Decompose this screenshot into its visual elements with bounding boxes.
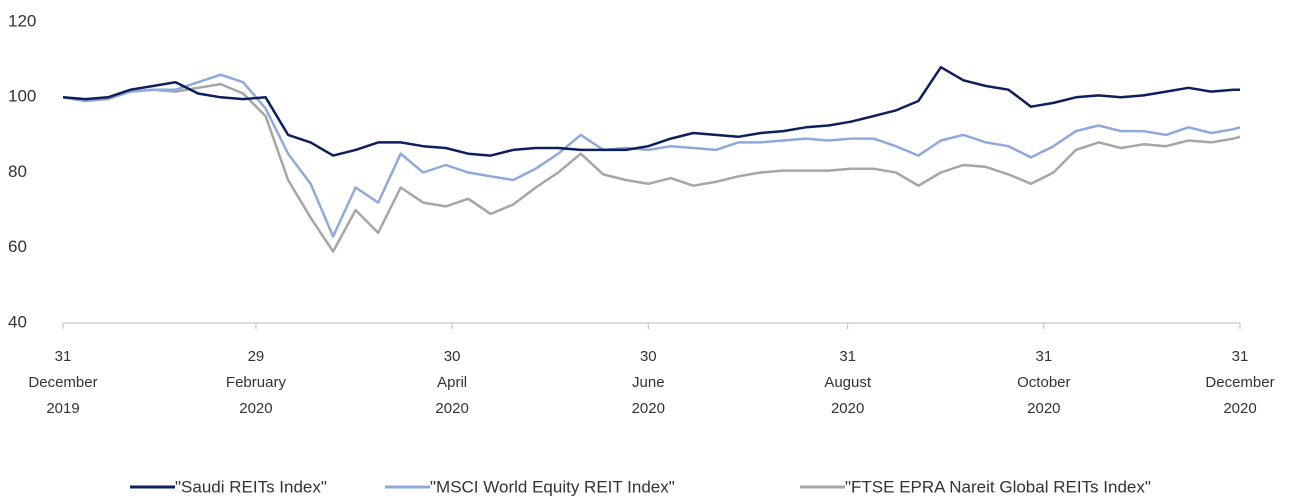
x-tick-label: 30 June 2020 [632,348,665,417]
y-tick-label: 60 [8,237,27,256]
x-tick-label: 31 August 2020 [824,348,872,417]
series-line [62,73,1241,238]
x-tick-label: 30 April 2020 [435,348,468,417]
y-tick-label: 80 [8,162,27,181]
x-tick-label: 31 October 2020 [1017,348,1070,417]
legend-label: "MSCI World Equity REIT Index" [430,477,675,496]
x-tick-label: 31 December 2020 [1205,348,1274,417]
legend-label: "Saudi REITs Index" [175,477,327,496]
legend-label: "FTSE EPRA Nareit Global REITs Index" [845,477,1151,496]
x-tick-label: 29 February 2020 [226,348,287,417]
series-line [62,65,1240,157]
y-tick-label: 120 [8,11,36,30]
y-tick-label: 40 [8,312,27,331]
series-line [62,82,1241,253]
y-tick-label: 100 [8,87,36,106]
x-tick-label: 31 December 2019 [28,348,97,417]
